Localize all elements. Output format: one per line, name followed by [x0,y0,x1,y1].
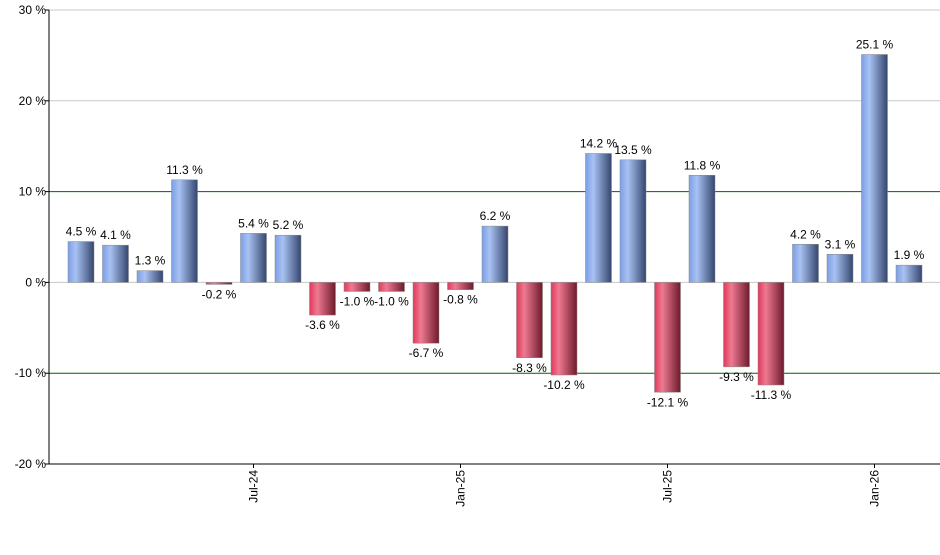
data-label: 4.5 % [66,225,97,239]
bar [205,282,233,285]
data-label: 11.8 % [684,158,721,172]
bar [516,282,543,359]
bar [171,179,198,283]
data-label: 6.2 % [480,209,511,223]
bar [654,282,681,393]
x-tick-label: Jul-25 [661,470,675,503]
bar [447,282,474,290]
y-tick-label: 0 % [25,275,46,289]
data-label: 4.2 % [790,227,821,241]
bar [274,234,302,283]
data-label: -11.3 % [751,388,792,402]
bar [309,282,336,316]
x-tick-label: Jul-24 [247,470,261,503]
bar [688,175,716,283]
bar [240,233,267,283]
x-tick-label: Jan-25 [454,470,468,507]
bar [585,153,612,283]
bar [757,282,785,386]
bar [378,282,405,292]
data-label: -9.3 % [719,370,754,384]
data-label: 1.3 % [135,254,166,268]
data-label: 25.1 % [856,37,894,51]
data-label: -12.1 % [647,395,689,409]
data-label: 3.1 % [825,237,856,251]
data-label: 14.2 % [580,136,618,150]
data-label: -3.6 % [305,318,340,332]
bar [481,225,509,283]
data-label: -6.7 % [409,346,444,360]
data-label: 11.3 % [166,163,203,177]
data-label: -1.0 % [374,294,409,308]
bar [861,54,888,283]
bar [67,241,95,283]
x-tick-label: Jan-26 [868,470,882,507]
y-tick-label: 30 % [19,3,47,17]
data-label: -1.0 % [340,294,375,308]
data-label: 13.5 % [614,143,652,157]
bar [343,282,371,292]
data-label: 5.4 % [238,216,269,230]
data-label: 5.2 % [273,218,304,232]
bar [102,244,129,283]
y-tick-label: 10 % [19,185,47,199]
data-label: -0.8 % [443,293,478,307]
y-tick-label: -10 % [15,366,47,380]
y-tick-label: 20 % [19,94,47,108]
bar [792,244,819,283]
bar [619,159,647,283]
bar [895,264,923,283]
y-tick-label: -20 % [15,457,47,471]
bar [412,282,440,344]
bar [136,270,164,283]
bar [723,282,750,368]
bar [550,282,578,376]
data-label: -8.3 % [512,361,547,375]
data-label: 1.9 % [894,248,925,262]
data-label: 4.1 % [100,228,131,242]
data-label: -10.2 % [543,378,585,392]
bar [826,254,854,283]
data-label: -0.2 % [202,287,237,301]
